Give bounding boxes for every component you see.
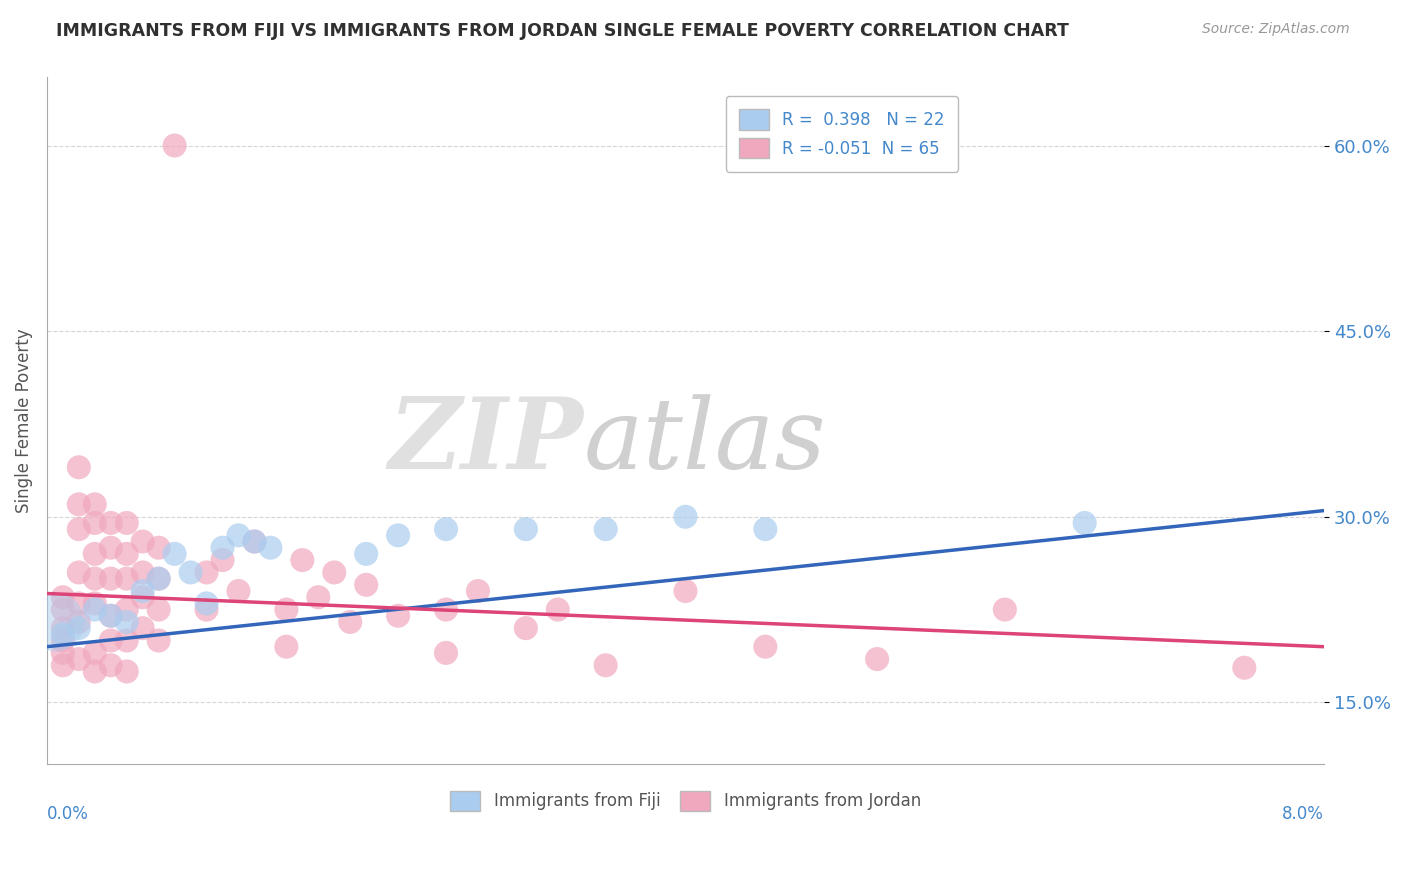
Text: Source: ZipAtlas.com: Source: ZipAtlas.com (1202, 22, 1350, 37)
Point (83, 516, 105, 530)
Point (115, 633, 138, 648)
Point (52, 591, 75, 605)
Point (148, 602, 170, 616)
Point (323, 566, 346, 580)
Point (83, 646, 105, 660)
Point (276, 640, 298, 654)
Point (67, 497, 90, 511)
Point (67, 596, 90, 610)
Point (52, 658, 75, 673)
Point (115, 516, 138, 530)
Point (52, 602, 75, 616)
Point (547, 602, 569, 616)
Point (115, 602, 138, 616)
Point (195, 596, 218, 610)
Point (163, 138, 186, 153)
Point (148, 633, 170, 648)
Text: ZIP: ZIP (388, 393, 583, 490)
Point (148, 572, 170, 586)
Point (83, 547, 105, 561)
Point (228, 584, 250, 599)
Point (243, 534, 266, 549)
Point (211, 541, 233, 555)
Point (131, 591, 153, 605)
Point (100, 572, 122, 586)
Point (67, 566, 90, 580)
Point (515, 522, 537, 536)
Point (67, 460, 90, 475)
Point (52, 627, 75, 641)
Point (754, 640, 776, 654)
Point (83, 572, 105, 586)
Point (148, 572, 170, 586)
Point (354, 578, 377, 592)
Point (675, 509, 697, 524)
Point (67, 615, 90, 629)
Point (434, 646, 457, 660)
Y-axis label: Single Female Poverty: Single Female Poverty (15, 328, 32, 513)
Point (52, 646, 75, 660)
Point (131, 566, 153, 580)
Point (387, 608, 409, 623)
Point (115, 547, 138, 561)
Point (243, 534, 266, 549)
Point (387, 528, 409, 542)
Point (515, 621, 537, 635)
Point (52, 633, 75, 648)
Point (83, 596, 105, 610)
Point (131, 621, 153, 635)
Point (100, 633, 122, 648)
Point (195, 602, 218, 616)
Point (83, 602, 105, 616)
Point (291, 553, 314, 567)
Point (866, 652, 889, 666)
Point (115, 572, 138, 586)
Point (83, 497, 105, 511)
Point (52, 621, 75, 635)
Point (1073, 516, 1095, 530)
Point (434, 522, 457, 536)
Point (276, 602, 298, 616)
Legend: Immigrants from Fiji, Immigrants from Jordan: Immigrants from Fiji, Immigrants from Jo… (443, 784, 928, 818)
Point (754, 522, 776, 536)
Point (131, 584, 153, 599)
Point (675, 584, 697, 599)
Point (339, 615, 361, 629)
Point (100, 658, 122, 673)
Point (434, 602, 457, 616)
Point (100, 541, 122, 555)
Point (100, 608, 122, 623)
Point (307, 591, 329, 605)
Point (595, 658, 617, 673)
Text: IMMIGRANTS FROM FIJI VS IMMIGRANTS FROM JORDAN SINGLE FEMALE POVERTY CORRELATION: IMMIGRANTS FROM FIJI VS IMMIGRANTS FROM … (56, 22, 1069, 40)
Point (1233, 661, 1256, 675)
Point (148, 541, 170, 555)
Point (195, 566, 218, 580)
Point (259, 541, 281, 555)
Point (180, 566, 202, 580)
Point (100, 608, 122, 623)
Point (228, 528, 250, 542)
Point (115, 615, 138, 629)
Point (83, 665, 105, 679)
Text: atlas: atlas (583, 393, 827, 489)
Point (67, 621, 90, 635)
Point (67, 652, 90, 666)
Point (163, 547, 186, 561)
Point (994, 602, 1017, 616)
Point (354, 547, 377, 561)
Text: 8.0%: 8.0% (1282, 805, 1324, 823)
Point (44, 615, 66, 629)
Point (100, 516, 122, 530)
Point (131, 534, 153, 549)
Point (211, 553, 233, 567)
Point (595, 522, 617, 536)
Text: 0.0%: 0.0% (46, 805, 89, 823)
Point (115, 665, 138, 679)
Point (467, 584, 489, 599)
Point (67, 522, 90, 536)
